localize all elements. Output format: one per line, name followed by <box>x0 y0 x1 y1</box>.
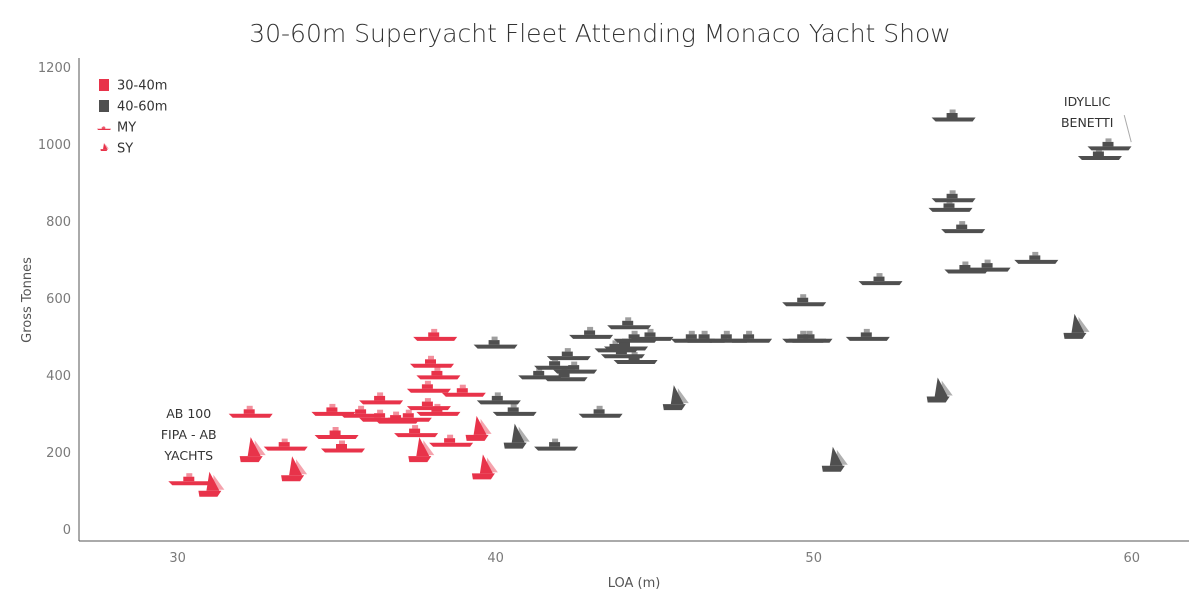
motor-yacht-point <box>1087 138 1132 151</box>
legend-swatch <box>99 79 109 91</box>
motor-yacht-point <box>941 221 986 234</box>
motor-yacht-point <box>546 348 591 361</box>
motor-yacht-point <box>340 405 385 418</box>
motor-yacht-point <box>263 438 308 451</box>
sail-yacht-point <box>503 423 530 449</box>
sail-yacht-point <box>465 415 492 441</box>
motor-yacht-point <box>966 259 1011 272</box>
data-marks <box>168 109 1132 497</box>
sail-yacht-point <box>926 377 953 403</box>
annotation-text: AB 100 <box>166 406 211 421</box>
sail-yacht-point <box>408 437 435 463</box>
motor-yacht-point <box>613 352 658 364</box>
motor-yacht-point <box>476 392 521 405</box>
motor-yacht-point <box>429 434 474 447</box>
legend-label: SY <box>117 142 133 157</box>
motor-yacht-point <box>416 403 461 416</box>
y-tick-label: 1200 <box>38 61 71 76</box>
y-tick-label: 600 <box>46 292 71 307</box>
legend-label: MY <box>117 121 136 136</box>
motor-yacht-point <box>394 425 439 438</box>
motor-yacht-point <box>845 328 890 341</box>
chart-annotations: AB 100 FIPA - AB YACHTS IDYLLIC BENETTI <box>161 94 1132 463</box>
motor-yacht-point <box>782 294 827 307</box>
motor-yacht-point <box>534 438 579 451</box>
annotation-leader <box>1123 114 1132 143</box>
y-tick-label: 200 <box>46 446 71 461</box>
sail-yacht-point <box>198 471 225 497</box>
motor-yacht-point <box>728 330 773 343</box>
motor-yacht-point <box>228 405 273 418</box>
legend-label: 30-40m <box>117 79 167 94</box>
x-tick-label: 40 <box>487 551 504 566</box>
motor-yacht-point <box>168 473 213 486</box>
legend-label: 40-60m <box>117 100 167 115</box>
motor-yacht-point <box>1014 251 1059 264</box>
motor-yacht-point <box>413 328 458 341</box>
legend-item: MY <box>96 121 136 136</box>
motor-yacht-point <box>931 109 976 122</box>
motor-yacht-point <box>629 328 674 341</box>
motor-yacht-point <box>492 403 537 416</box>
legend-item: 40-60m <box>99 100 167 115</box>
y-tick-label: 0 <box>63 523 71 538</box>
legend-item: SY <box>100 142 133 157</box>
chart-title: 30-60m Superyacht Fleet Attending Monaco… <box>249 19 951 48</box>
annotation-text: YACHTS <box>163 448 213 463</box>
y-tick-label: 1000 <box>38 138 71 153</box>
motor-yacht-point <box>473 336 518 349</box>
motor-yacht-point <box>553 361 598 374</box>
x-tick-label: 30 <box>169 551 186 566</box>
motor-yacht-point <box>416 367 461 380</box>
sail-yacht-point <box>239 437 266 463</box>
chart-legend: 30-40m 40-60m MY SY <box>96 79 167 157</box>
motor-yacht-point <box>410 355 454 368</box>
sail-yacht-point <box>662 385 689 411</box>
annotation-text: FIPA - AB <box>161 427 217 442</box>
motor-yacht-point <box>387 409 432 422</box>
motor-yacht-point <box>314 427 359 439</box>
motor-yacht-point <box>359 392 404 405</box>
annotation-text: IDYLLIC <box>1064 94 1111 109</box>
sail-yacht-point <box>821 446 848 472</box>
motor-yacht-point <box>441 384 486 397</box>
annotation-text: BENETTI <box>1061 115 1113 130</box>
motor-yacht-point <box>788 330 833 343</box>
x-axis-ticks: 30 40 50 60 <box>169 551 1140 566</box>
x-tick-label: 60 <box>1123 551 1140 566</box>
motor-yacht-point <box>321 440 365 453</box>
y-tick-label: 400 <box>46 369 71 384</box>
legend-swatch <box>99 100 109 112</box>
sail-yacht-point <box>281 456 308 482</box>
legend-item: 30-40m <box>99 79 167 94</box>
sail-yacht-point <box>471 454 498 480</box>
y-tick-label: 800 <box>46 215 71 230</box>
x-tick-label: 50 <box>805 551 822 566</box>
motor-yacht-point <box>406 398 451 411</box>
motor-yacht-icon <box>96 126 112 130</box>
motor-yacht-point <box>578 405 623 418</box>
sail-yacht-point <box>1063 313 1090 339</box>
motor-yacht-point <box>931 190 976 203</box>
y-axis-label: Gross Tonnes <box>20 257 35 343</box>
motor-yacht-point <box>406 380 451 393</box>
x-axis-label: LOA (m) <box>608 576 661 591</box>
motor-yacht-point <box>607 317 652 330</box>
motor-yacht-point <box>858 273 903 286</box>
motor-yacht-point <box>569 326 614 339</box>
sail-yacht-icon <box>100 143 109 151</box>
y-axis-ticks: 0 200 400 600 800 1000 1200 <box>38 61 71 538</box>
